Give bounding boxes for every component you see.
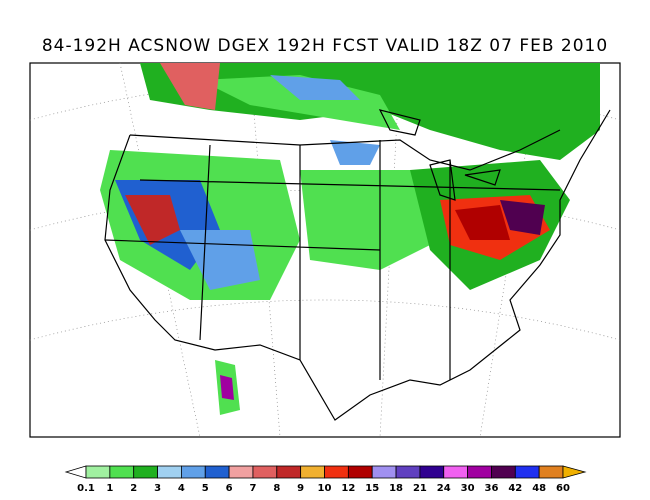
colorbar-box [133,465,158,479]
colorbar-label: 21 [413,483,427,494]
colorbar-box [443,465,469,479]
colorbar-box [347,465,373,479]
colorbar-box [252,465,278,479]
colorbar-label: 12 [341,483,355,494]
colorbar-box [204,465,230,479]
colorbar-box [228,465,254,479]
colorbar-label: 9 [297,483,304,494]
colorbar-box [395,465,421,479]
colorbar: 0.1 1 2 3 4 5 6 7 8 9 10 12 15 18 21 24 30 36 42 48 60 [64,465,587,494]
colorbar-box [300,465,325,479]
colorbar-label: 48 [532,483,546,494]
colorbar-box [514,465,540,479]
colorbar-label: 18 [389,483,403,494]
colorbar-box [538,465,564,479]
colorbar-under [64,465,87,479]
colorbar-box [180,465,206,479]
colorbar-box [109,465,135,479]
colorbar-box [419,465,445,479]
colorbar-label: 36 [484,483,498,494]
colorbar-over [562,465,587,479]
colorbar-box [491,465,516,479]
colorbar-label: 7 [249,483,256,494]
colorbar-box [276,465,302,479]
colorbar-box [371,465,397,479]
colorbar-box [85,465,111,479]
colorbar-label: 0.1 [77,483,95,494]
colorbar-label: 8 [273,483,280,494]
map-title: 84-192H ACSNOW DGEX 192H FCST VALID 18Z … [42,36,608,56]
colorbar-label: 42 [508,483,522,494]
colorbar-box [467,465,492,479]
colorbar-label: 15 [365,483,379,494]
colorbar-label: 6 [226,483,233,494]
colorbar-label: 30 [461,483,475,494]
map [29,62,621,438]
colorbar-label: 2 [130,483,137,494]
boundaries [104,109,611,421]
colorbar-box [324,465,349,479]
colorbar-label: 1 [106,483,113,494]
colorbar-label: 4 [178,483,185,494]
colorbar-label: 24 [437,483,451,494]
colorbar-label: 10 [318,483,332,494]
colorbar-label: 60 [556,483,570,494]
colorbar-label: 3 [154,483,161,494]
colorbar-box [157,465,182,479]
colorbar-label: 5 [202,483,209,494]
